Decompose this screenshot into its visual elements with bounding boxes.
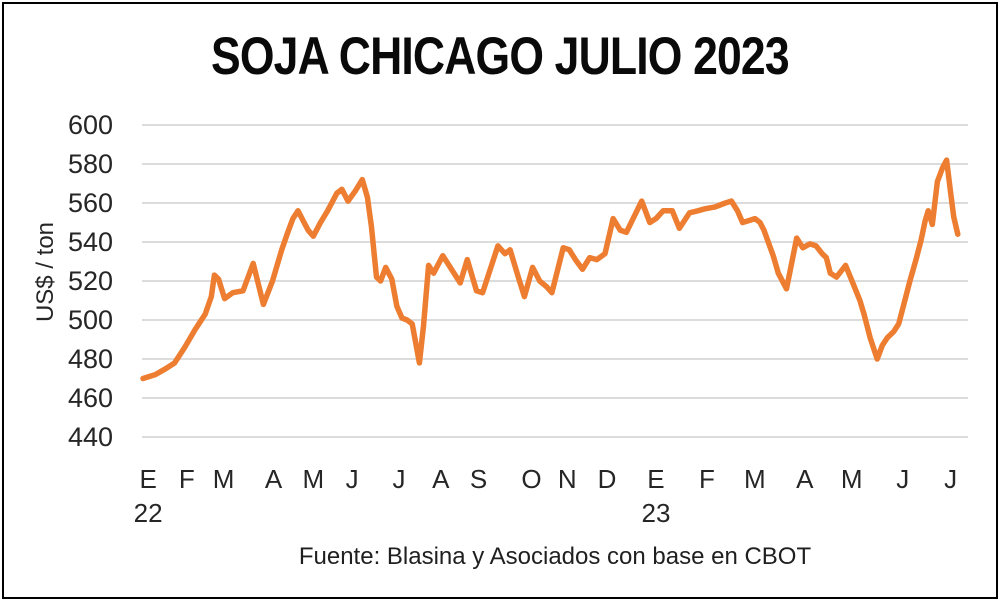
month-tick-label: S <box>469 464 488 494</box>
month-tick-label: E <box>139 464 157 494</box>
month-tick-label: F <box>178 464 195 494</box>
y-axis-title: US$ / ton <box>32 221 59 323</box>
month-tick-label: F <box>698 464 715 494</box>
year-tick-label: 23 <box>641 498 671 528</box>
y-tick-label: 600 <box>67 110 113 140</box>
chart-title-text: SOJA CHICAGO JULIO 2023 <box>211 27 790 86</box>
month-tick-label: E <box>647 464 665 494</box>
y-tick-label: 500 <box>67 305 113 335</box>
source-caption: Fuente: Blasina y Asociados con base en … <box>298 543 812 570</box>
price-line <box>140 157 961 382</box>
year-tick-label: 22 <box>133 498 163 528</box>
chart-title: SOJA CHICAGO JULIO 2023 <box>0 26 1000 87</box>
month-tick-label: A <box>264 464 283 494</box>
month-tick-label: D <box>597 464 617 494</box>
month-tick-label: J <box>392 464 406 494</box>
y-tick-label: 480 <box>67 344 113 374</box>
y-tick-label: 460 <box>67 383 113 413</box>
y-tick-label: 520 <box>67 266 113 296</box>
month-tick-label: A <box>432 464 450 494</box>
month-tick-label: J <box>345 464 359 494</box>
y-tick-label: 540 <box>67 227 113 257</box>
month-tick-label: M <box>302 464 325 494</box>
month-tick-label: M <box>744 464 766 494</box>
month-tick-label: N <box>557 464 577 494</box>
y-tick-label: 440 <box>67 422 113 452</box>
y-tick-label: 560 <box>67 188 113 218</box>
month-tick-label: M <box>840 464 863 494</box>
month-tick-label: A <box>796 464 814 494</box>
month-tick-label: M <box>212 464 235 494</box>
month-tick-label: J <box>896 464 910 494</box>
y-tick-label: 580 <box>67 149 113 179</box>
month-tick-label: J <box>944 464 958 494</box>
month-tick-label: O <box>521 464 542 494</box>
